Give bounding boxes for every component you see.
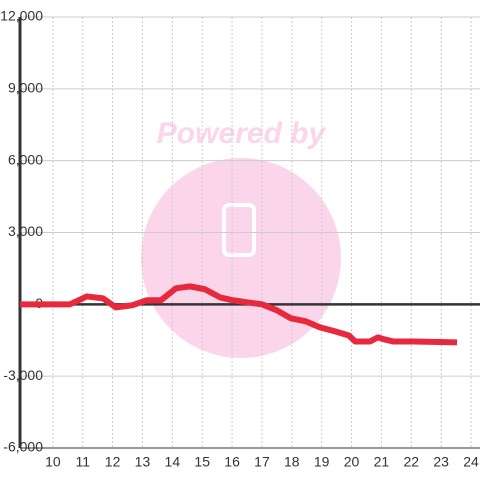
x-tick-label: 11 bbox=[75, 454, 90, 470]
x-tick-label: 12 bbox=[105, 454, 121, 470]
x-tick-label: 20 bbox=[344, 454, 360, 470]
y-tick-label: 3,000 bbox=[8, 223, 43, 239]
x-tick-label: 24 bbox=[463, 454, 479, 470]
x-tick-label: 21 bbox=[374, 454, 390, 470]
x-tick-label: 16 bbox=[224, 454, 240, 470]
x-tick-label: 19 bbox=[314, 454, 330, 470]
x-tick-label: 23 bbox=[433, 454, 449, 470]
y-tick-label: -6,000 bbox=[3, 439, 43, 455]
y-tick-label: 6,000 bbox=[8, 151, 43, 167]
watermark-text: Powered by bbox=[157, 117, 327, 150]
watermark-icon bbox=[222, 203, 256, 257]
x-tick-label: 10 bbox=[45, 454, 61, 470]
x-tick-label: 14 bbox=[165, 454, 181, 470]
y-tick-label: 12,000 bbox=[0, 8, 43, 24]
x-tick-label: 18 bbox=[284, 454, 300, 470]
x-tick-label: 15 bbox=[194, 454, 210, 470]
x-tick-label: 17 bbox=[254, 454, 270, 470]
x-tick-label: 22 bbox=[404, 454, 420, 470]
data-line bbox=[20, 283, 458, 346]
y-tick-label: -3,000 bbox=[3, 367, 43, 383]
watermark-logo bbox=[141, 158, 341, 358]
y-tick-label: 9,000 bbox=[8, 80, 43, 96]
x-tick-label: 13 bbox=[135, 454, 151, 470]
